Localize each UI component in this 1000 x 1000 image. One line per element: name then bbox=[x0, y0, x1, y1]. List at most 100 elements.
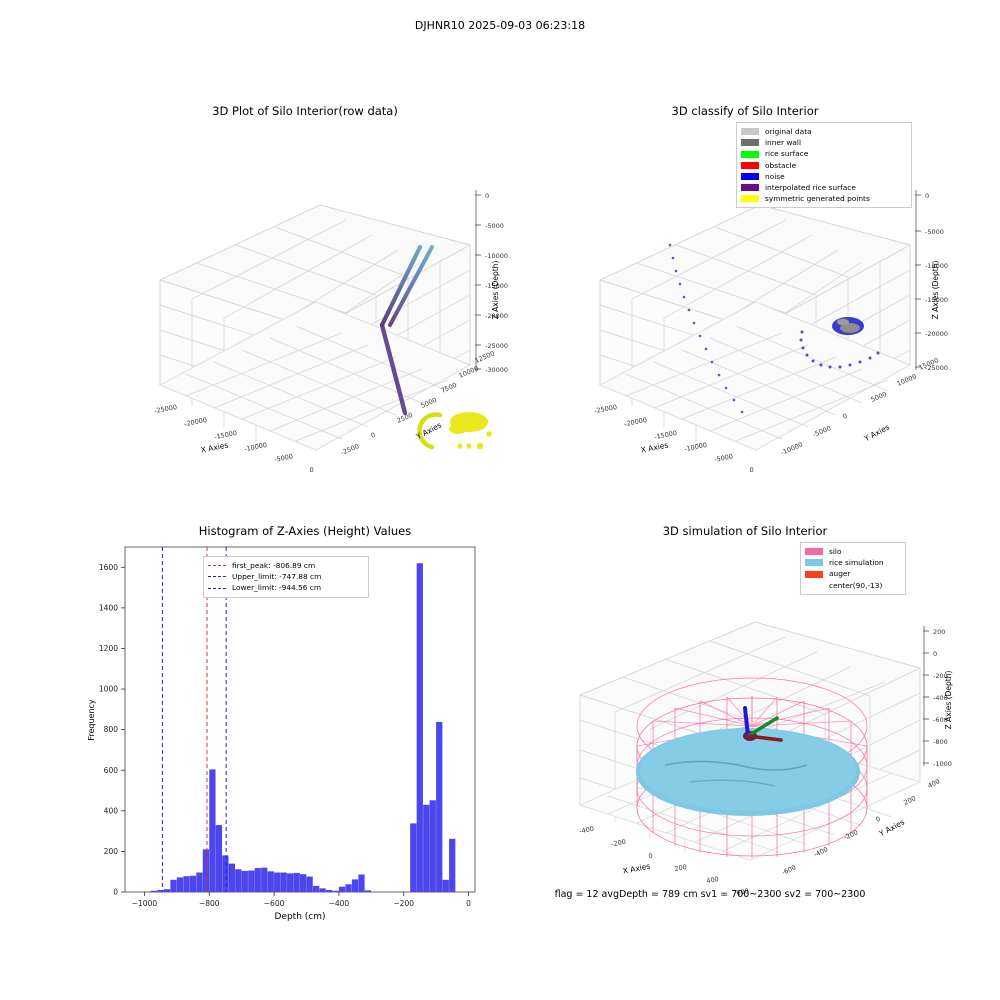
svg-text:-600: -600 bbox=[780, 863, 797, 876]
svg-text:-10000: -10000 bbox=[684, 441, 708, 453]
svg-text:400: 400 bbox=[926, 777, 941, 790]
svg-text:-10000: -10000 bbox=[485, 252, 508, 260]
hist-bar bbox=[202, 849, 210, 892]
svg-text:Y Axies: Y Axies bbox=[414, 420, 443, 441]
legend-label: original data bbox=[765, 127, 812, 136]
legend-label: noise bbox=[765, 171, 785, 181]
hist-bar bbox=[345, 884, 352, 892]
hist-bar bbox=[189, 875, 197, 892]
legend-item: Upper_limit: -747.88 cm bbox=[208, 571, 363, 582]
legend-label: rice simulation bbox=[829, 558, 884, 568]
hist-markers bbox=[161, 547, 227, 892]
swatch-interpolated-rice-surface bbox=[741, 184, 759, 192]
hist-bar bbox=[364, 890, 372, 892]
legend-label: Lower_limit: -944.56 cm bbox=[232, 583, 322, 593]
legend-label: inner wall bbox=[765, 138, 802, 148]
svg-text:600: 600 bbox=[736, 887, 750, 897]
svg-text:-15000: -15000 bbox=[214, 429, 238, 441]
data-inner-wall bbox=[837, 318, 860, 333]
svg-text:200: 200 bbox=[674, 863, 688, 873]
line-upper-limit bbox=[208, 576, 226, 578]
data-streaks bbox=[379, 244, 434, 416]
hist-bar bbox=[222, 855, 229, 892]
hist-bar bbox=[163, 889, 171, 892]
legend-item: Lower_limit: -944.56 cm bbox=[208, 582, 363, 593]
swatch-auger bbox=[805, 570, 823, 578]
panel-title-simulation: 3D simulation of Silo Interior bbox=[662, 524, 828, 538]
legend-label: first_peak: -806.89 cm bbox=[232, 561, 316, 570]
hist-bar bbox=[442, 879, 449, 892]
hist-ytick: 400 bbox=[104, 806, 119, 815]
svg-text:0: 0 bbox=[370, 431, 377, 440]
legend-item: symmetric generated points bbox=[741, 193, 906, 204]
svg-text:0: 0 bbox=[842, 412, 849, 421]
hist-bar bbox=[429, 800, 436, 892]
svg-text:Y Axies: Y Axies bbox=[877, 817, 906, 838]
hist-bar bbox=[209, 769, 216, 892]
plot-3d-simulation: 200 0 -200 -400 -600 -800 -1000 Z Axies … bbox=[578, 621, 953, 897]
hist-bar bbox=[228, 863, 235, 892]
hist-bar bbox=[319, 888, 326, 892]
legend-item: inner wall bbox=[741, 137, 906, 148]
hist-bar bbox=[274, 872, 281, 892]
hist-bar bbox=[312, 885, 320, 892]
svg-text:-25000: -25000 bbox=[594, 403, 618, 415]
legend-item: center(90,-13) bbox=[805, 580, 900, 591]
legend-label: symmetric generated points bbox=[765, 194, 870, 204]
hist-bar bbox=[351, 879, 359, 892]
auger-marker bbox=[743, 706, 783, 742]
hist-ytick: 1400 bbox=[99, 603, 118, 612]
svg-text:-10000: -10000 bbox=[925, 262, 948, 270]
panel-title-histogram: Histogram of Z-Axies (Height) Values bbox=[198, 524, 412, 538]
svg-text:X Axies: X Axies bbox=[200, 440, 229, 454]
svg-text:0: 0 bbox=[648, 852, 654, 861]
legend-label: center(90,-13) bbox=[829, 580, 883, 590]
hist-bar bbox=[183, 876, 190, 892]
svg-text:0: 0 bbox=[309, 466, 315, 475]
line-first-peak bbox=[208, 565, 226, 567]
svg-text:-5000: -5000 bbox=[925, 228, 944, 236]
swatch-original-data bbox=[741, 128, 759, 136]
hist-bar bbox=[293, 872, 300, 892]
svg-text:0: 0 bbox=[874, 815, 881, 824]
legend-item: interpolated rice surface bbox=[741, 182, 906, 193]
swatch-symmetric-generated-points bbox=[741, 195, 759, 203]
line-lower-limit bbox=[208, 587, 226, 589]
svg-text:0: 0 bbox=[485, 192, 489, 200]
svg-text:0: 0 bbox=[749, 466, 755, 475]
hist-bar bbox=[287, 873, 294, 892]
swatch-rice-surface bbox=[741, 150, 759, 158]
svg-text:400: 400 bbox=[706, 875, 720, 885]
hist-bar bbox=[241, 870, 248, 892]
svg-text:-400: -400 bbox=[933, 694, 948, 702]
legend-item: first_peak: -806.89 cm bbox=[208, 560, 363, 571]
svg-text:-20000: -20000 bbox=[485, 312, 508, 320]
hist-ytick: 1600 bbox=[99, 563, 118, 572]
hist-xtick: −600 bbox=[264, 899, 285, 908]
hist-ytick: 0 bbox=[113, 888, 118, 897]
svg-text:-30000: -30000 bbox=[485, 366, 508, 374]
legend-simulation: silo rice simulation auger center(90,-13… bbox=[800, 542, 906, 595]
svg-text:X Axies: X Axies bbox=[640, 440, 669, 454]
legend-item: noise bbox=[741, 171, 906, 182]
svg-text:-200: -200 bbox=[611, 838, 627, 849]
pane-floor bbox=[158, 301, 472, 451]
svg-text:Z Axies (Depth): Z Axies (Depth) bbox=[944, 671, 953, 730]
svg-text:-10000: -10000 bbox=[780, 440, 804, 456]
legend-item: original data bbox=[741, 126, 906, 137]
xaxis-raw: -25000 -20000 -15000 -10000 -5000 0 X Ax… bbox=[154, 403, 315, 474]
legend-label: silo bbox=[829, 547, 842, 556]
legend-label: interpolated rice surface bbox=[765, 183, 856, 193]
hist-xtick: −1000 bbox=[132, 899, 158, 908]
svg-text:-25000: -25000 bbox=[925, 364, 948, 372]
svg-text:Y Axies: Y Axies bbox=[862, 422, 891, 443]
legend-label: Upper_limit: -747.88 cm bbox=[232, 572, 322, 582]
svg-text:-600: -600 bbox=[933, 716, 948, 724]
hist-bar bbox=[358, 874, 365, 892]
svg-text:-5000: -5000 bbox=[274, 452, 294, 463]
svg-text:-1000: -1000 bbox=[933, 760, 952, 768]
zaxis-simulation: 200 0 -200 -400 -600 -800 -1000 Z Axies … bbox=[923, 626, 953, 768]
swatch-obstacle bbox=[741, 161, 759, 169]
svg-text:10000: 10000 bbox=[896, 372, 918, 387]
hist-bars bbox=[144, 563, 456, 892]
